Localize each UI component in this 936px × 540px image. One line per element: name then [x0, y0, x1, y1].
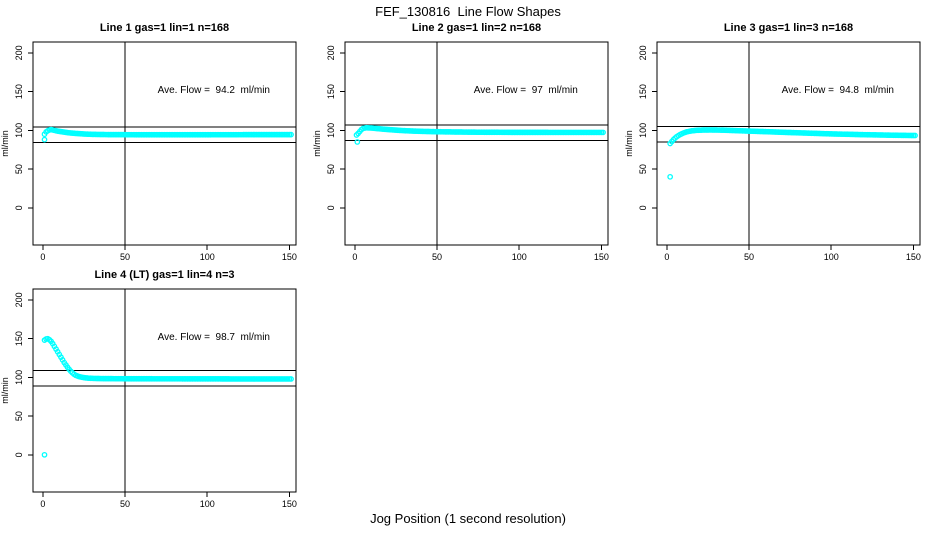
y-axis-label: ml/min — [312, 130, 322, 157]
ave-flow-annotation: Ave. Flow = 98.7 ml/min — [158, 332, 270, 343]
outlier-point — [667, 173, 674, 180]
y-axis-label: ml/min — [0, 377, 10, 404]
data-point — [600, 129, 606, 136]
outlier-point — [41, 136, 48, 143]
plot-box — [32, 41, 297, 246]
subplot-line-2: 0 50 100 150 0 50 100 150 200 Line 2 gas=1 lin=2 … — [312, 22, 609, 262]
y-tick-label: 100 — [638, 123, 648, 138]
figure-x-axis-label: Jog Position (1 second resolution) — [370, 511, 566, 526]
y-tick-label: 150 — [14, 331, 24, 346]
subplot-title: Line 2 gas=1 lin=2 n=168 — [412, 22, 541, 34]
subplot-line-1: 0 50 100 150 0 50 100 150 200 Line 1 gas=1 lin=1 … — [0, 22, 297, 262]
x-tick-label: 100 — [200, 499, 215, 509]
x-tick-label: 100 — [512, 252, 527, 262]
y-tick-label: 150 — [638, 84, 648, 99]
y-tick-label: 0 — [326, 205, 336, 210]
x-tick-label: 50 — [120, 499, 130, 509]
subplot-title: Line 1 gas=1 lin=1 n=168 — [100, 22, 229, 34]
y-tick-label: 50 — [14, 411, 24, 421]
x-tick-label: 0 — [40, 252, 45, 262]
plot-box — [344, 41, 609, 246]
y-tick-label: 50 — [14, 164, 24, 174]
y-tick-label: 100 — [14, 370, 24, 385]
plot-box — [32, 288, 297, 493]
y-axis-label: ml/min — [624, 130, 634, 157]
ave-flow-annotation: Ave. Flow = 94.8 ml/min — [782, 85, 894, 96]
y-tick-label: 200 — [14, 292, 24, 307]
x-tick-label: 150 — [282, 252, 297, 262]
y-tick-label: 150 — [14, 84, 24, 99]
y-tick-label: 200 — [326, 45, 336, 60]
y-tick-label: 50 — [326, 164, 336, 174]
y-tick-label: 50 — [638, 164, 648, 174]
y-tick-label: 0 — [14, 205, 24, 210]
x-tick-label: 150 — [906, 252, 921, 262]
subplot-title: Line 3 gas=1 lin=3 n=168 — [724, 22, 853, 34]
x-tick-label: 100 — [200, 252, 215, 262]
x-tick-label: 50 — [120, 252, 130, 262]
plot-box — [656, 41, 921, 246]
x-tick-label: 0 — [664, 252, 669, 262]
data-point — [912, 132, 918, 139]
subplot-title: Line 4 (LT) gas=1 lin=4 n=3 — [94, 269, 234, 281]
y-tick-label: 0 — [14, 452, 24, 457]
data-point — [288, 376, 294, 382]
x-tick-label: 150 — [594, 252, 609, 262]
y-tick-label: 200 — [638, 45, 648, 60]
outlier-point — [41, 451, 48, 458]
y-tick-label: 100 — [326, 123, 336, 138]
y-tick-label: 100 — [14, 123, 24, 138]
x-tick-label: 50 — [432, 252, 442, 262]
figure-title: FEF_130816 Line Flow Shapes — [375, 4, 561, 19]
x-tick-label: 150 — [282, 499, 297, 509]
subplot-line-3: 0 50 100 150 0 50 100 150 200 Line 3 gas=1 lin=3 … — [624, 22, 921, 262]
y-axis-label: ml/min — [0, 130, 10, 157]
ave-flow-annotation: Ave. Flow = 97 ml/min — [474, 85, 578, 96]
x-tick-label: 0 — [352, 252, 357, 262]
x-tick-label: 100 — [824, 252, 839, 262]
data-point — [288, 131, 294, 138]
ave-flow-annotation: Ave. Flow = 94.2 ml/min — [158, 85, 270, 96]
x-tick-label: 0 — [40, 499, 45, 509]
y-tick-label: 150 — [326, 84, 336, 99]
y-tick-label: 200 — [14, 45, 24, 60]
x-tick-label: 50 — [744, 252, 754, 262]
outlier-point — [354, 139, 361, 145]
subplot-line-4: 0 50 100 150 0 50 100 150 200 Line 4 (LT) gas=1 l… — [0, 269, 297, 509]
y-tick-label: 0 — [638, 205, 648, 210]
